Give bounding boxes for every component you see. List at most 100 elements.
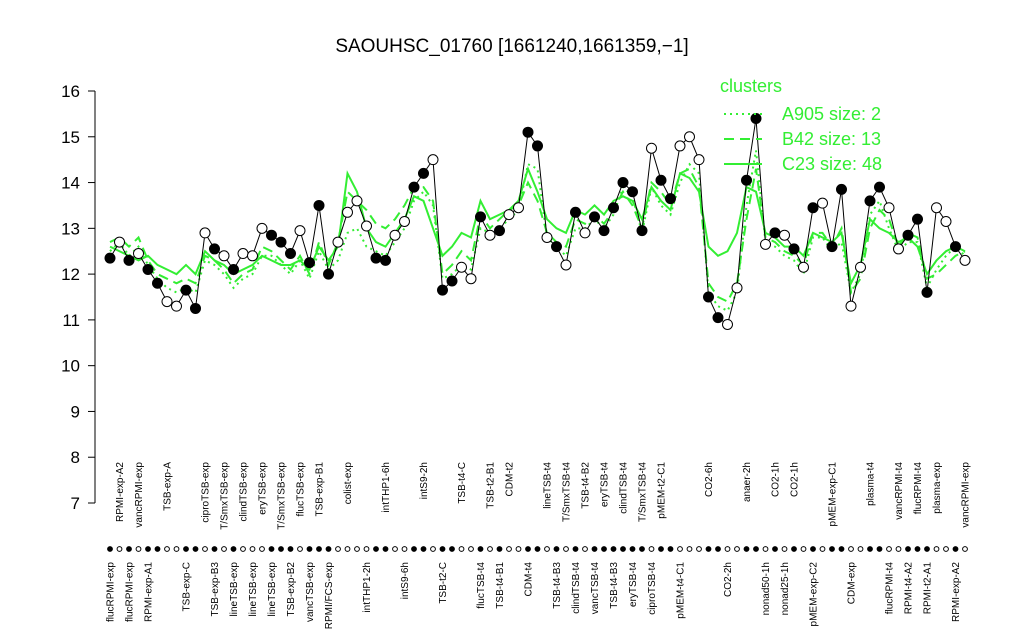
rug-mark — [715, 546, 721, 552]
x-tick-label: flucTSB-exp — [296, 462, 307, 517]
sample-point — [760, 238, 771, 250]
x-tick-label: ciproTSB-exp — [201, 462, 212, 523]
x-tick-label: TSB-exp-B1 — [315, 462, 326, 517]
x-tick-label: eryTSB-exp — [258, 462, 269, 515]
x-tick-label: vancTSB-t4 — [590, 562, 601, 615]
rug-mark — [819, 546, 826, 552]
x-tick-label: T/SmxTSB-exp — [277, 462, 288, 530]
sample-point — [304, 257, 315, 269]
sample-point — [237, 248, 249, 260]
x-tick-label: T/SmxTSB-t4 — [562, 462, 573, 522]
x-tick-label: TSB-t2-B1 — [486, 462, 497, 509]
rug-mark — [477, 546, 484, 552]
rug-mark — [458, 546, 465, 552]
x-tick-label: intS9-6h — [400, 562, 411, 599]
sample-point — [560, 259, 572, 271]
rug-mark — [335, 546, 341, 552]
x-tick-label: pMEM-t4-C1 — [676, 562, 687, 619]
y-tick-label: 7 — [71, 494, 80, 513]
sample-point — [399, 215, 410, 227]
rug-mark — [306, 546, 313, 552]
x-tick-label: TSB-exp-C — [182, 562, 193, 611]
sample-point — [674, 140, 686, 152]
rug-mark — [506, 546, 512, 552]
rug-mark — [230, 546, 237, 552]
rug-mark — [658, 546, 664, 552]
rug-mark — [810, 546, 816, 552]
sample-point — [123, 254, 135, 266]
rug-mark — [867, 546, 873, 552]
rug-mark — [107, 546, 113, 552]
x-tick-label: RPMI-exp-A1 — [144, 562, 155, 622]
x-tick-label: flucTSB-t4 — [476, 562, 487, 609]
x-tick-label: RPMI-exp-A2 — [951, 562, 962, 622]
sample-point — [845, 300, 857, 312]
rug-mark — [316, 546, 322, 552]
x-tick-label: vancRPMI-exp — [134, 462, 145, 528]
sample-point — [921, 286, 933, 298]
rug-mark — [848, 546, 854, 552]
y-tick-label: 8 — [71, 448, 80, 467]
rug-mark — [553, 546, 560, 552]
rug-mark — [525, 546, 531, 552]
rug-mark — [838, 546, 845, 552]
sample-point — [817, 197, 828, 209]
sample-point — [142, 264, 154, 276]
sample-point — [731, 282, 743, 294]
rug-mark — [411, 546, 417, 552]
sample-point — [636, 225, 648, 237]
rug-mark — [468, 546, 474, 552]
sample-point — [294, 225, 306, 237]
sample-point — [275, 236, 287, 248]
sample-point — [313, 199, 325, 211]
sample-point — [541, 231, 553, 243]
sample-point — [950, 241, 961, 253]
x-tick-label: flucRPMI-t4 — [913, 462, 924, 515]
sample-point — [408, 181, 420, 193]
sample-point — [617, 177, 629, 189]
sample-point — [598, 225, 610, 237]
y-tick-label: 10 — [61, 357, 80, 376]
x-tick-label: TSB-t4-B3 — [609, 562, 620, 609]
rug-mark — [449, 546, 455, 552]
sample-point — [570, 206, 581, 218]
legend-label: B42 size: 13 — [782, 129, 881, 149]
cluster-line — [109, 167, 966, 303]
x-tick-label: vancRPMI-t4 — [894, 462, 905, 520]
sample-point — [323, 268, 334, 280]
sample-point — [247, 250, 258, 262]
x-tick-label: vancRPMI-exp — [961, 462, 972, 528]
rug-mark — [943, 546, 949, 552]
sample-point — [513, 202, 524, 214]
sample-point — [256, 222, 268, 234]
rug-mark — [582, 546, 588, 552]
sample-point — [475, 211, 486, 223]
rug-mark — [515, 546, 522, 552]
x-tick-label: CO2-1h — [771, 462, 782, 497]
x-tick-label: CDM-t2 — [505, 462, 516, 497]
sample-point — [655, 174, 667, 186]
x-tick-label: pMEM-exp-C2 — [809, 562, 820, 627]
rug-mark — [601, 546, 607, 552]
cluster-line — [109, 165, 966, 287]
x-tick-label: clindTSB-exp — [239, 462, 250, 522]
rug-mark — [154, 546, 161, 552]
rug-mark — [886, 546, 892, 552]
rug-mark — [686, 546, 693, 552]
x-tick-label: flucRPMI-exp — [106, 562, 117, 622]
sample-point — [693, 154, 705, 166]
rug-mark — [791, 546, 797, 552]
rug-mark — [183, 546, 189, 552]
legend-label: A905 size: 2 — [782, 104, 881, 124]
x-tick-label: pMEM-t2-C1 — [657, 462, 668, 519]
x-tick-label: CDM-exp — [847, 562, 858, 605]
sample-point — [779, 229, 790, 241]
rug-mark — [373, 546, 379, 552]
x-tick-label: intS9-2h — [419, 462, 430, 499]
rug-mark — [202, 546, 208, 552]
x-tick-label: CO2-1h — [790, 462, 801, 497]
rug-mark — [924, 546, 930, 552]
rug-mark — [192, 546, 199, 552]
sample-point — [931, 202, 942, 214]
rug-mark — [753, 546, 759, 552]
